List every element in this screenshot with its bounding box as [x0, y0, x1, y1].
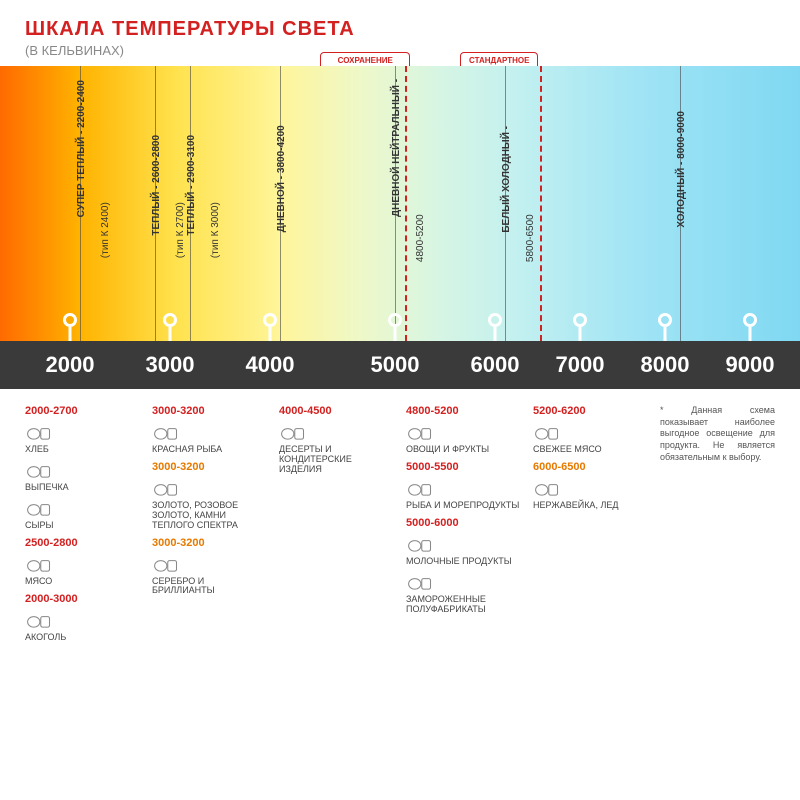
axis-value: 6000 — [471, 352, 520, 378]
product-label: АКОГОЛЬ — [25, 633, 140, 643]
product-label: ХЛЕБ — [25, 445, 140, 455]
tick-mark — [743, 313, 757, 327]
temp-range: 5200-6200 — [533, 405, 648, 417]
tick-mark — [163, 313, 177, 327]
temp-range: 4000-4500 — [279, 405, 394, 417]
product-column: 4800-5200 ОВОЩИ И ФРУКТЫ 5000-5500 РЫБА И М… — [406, 405, 521, 642]
dashed-marker — [405, 66, 407, 341]
tick-mark — [488, 313, 502, 327]
product-item: СВЕЖЕЕ МЯСО — [533, 423, 648, 455]
spectrum-label: СУПЕР ТЕПЛЫЙ - 2200-2400 — [76, 80, 87, 217]
product-column: 2000-2700 ХЛЕБ ВЫПЕЧКА СЫРЫ 2500-2800 МЯСО 200… — [25, 405, 140, 642]
product-column: 3000-3200 КРАСНАЯ РЫБА 3000-3200 ЗОЛОТО, РО… — [152, 405, 267, 642]
product-label: КРАСНАЯ РЫБА — [152, 445, 267, 455]
axis-value: 3000 — [146, 352, 195, 378]
axis-value: 5000 — [371, 352, 420, 378]
product-item: РЫБА И МОРЕПРОДУКТЫ — [406, 479, 521, 511]
tick-mark — [658, 313, 672, 327]
products-grid: 2000-2700 ХЛЕБ ВЫПЕЧКА СЫРЫ 2500-2800 МЯСО 200… — [0, 389, 800, 652]
tick-mark — [63, 313, 77, 327]
product-label: ЗОЛОТО, РОЗОВОЕ ЗОЛОТО, КАМНИ ТЕПЛОГО СП… — [152, 501, 267, 531]
spectrum-label: ХОЛОДНЫЙ - 8000-9000 — [676, 111, 687, 228]
product-label: ВЫПЕЧКА — [25, 483, 140, 493]
temp-range: 3000-3200 — [152, 405, 267, 417]
spectrum: СУПЕР ТЕПЛЫЙ - 2200-2400 (тип К 2400) ТЕПЛ… — [0, 66, 800, 341]
axis-value: 9000 — [726, 352, 775, 378]
temp-range: 2000-3000 — [25, 593, 140, 605]
product-column: 5200-6200 СВЕЖЕЕ МЯСО 6000-6500 НЕРЖАВЕЙКА,… — [533, 405, 648, 642]
temp-range: 2500-2800 — [25, 537, 140, 549]
product-item: СЫРЫ — [25, 499, 140, 531]
tick-stem — [169, 327, 172, 341]
tick-stem — [494, 327, 497, 341]
tick-mark — [263, 313, 277, 327]
spectrum-label-sub: 4800-5200 — [415, 214, 426, 262]
temp-range: 3000-3200 — [152, 461, 267, 473]
product-label: СЕРЕБРО И БРИЛЛИАНТЫ — [152, 577, 267, 597]
axis-bar: 2000 3000 4000 5000 6000 7000 8000 9000 — [0, 341, 800, 389]
axis-value: 4000 — [246, 352, 295, 378]
product-label: НЕРЖАВЕЙКА, ЛЕД — [533, 501, 648, 511]
footnote: * Данная схема показывает наиболее выгод… — [660, 405, 775, 463]
product-label: МОЛОЧНЫЕ ПРОДУКТЫ — [406, 557, 521, 567]
axis-value: 7000 — [556, 352, 605, 378]
product-item: НЕРЖАВЕЙКА, ЛЕД — [533, 479, 648, 511]
product-item: ВЫПЕЧКА — [25, 461, 140, 493]
spectrum-label-sub: (тип К 3000) — [210, 202, 221, 258]
product-label: РЫБА И МОРЕПРОДУКТЫ — [406, 501, 521, 511]
product-label: СВЕЖЕЕ МЯСО — [533, 445, 648, 455]
note-column: * Данная схема показывает наиболее выгод… — [660, 405, 775, 642]
product-label: ДЕСЕРТЫ И КОНДИТЕРСКИЕ ИЗДЕЛИЯ — [279, 445, 394, 475]
spectrum-label: ДНЕВНОЙ НЕЙТРАЛЬНЫЙ - — [391, 79, 402, 217]
tick-stem — [664, 327, 667, 341]
product-item: МОЛОЧНЫЕ ПРОДУКТЫ — [406, 535, 521, 567]
tick-mark — [573, 313, 587, 327]
product-item: ДЕСЕРТЫ И КОНДИТЕРСКИЕ ИЗДЕЛИЯ — [279, 423, 394, 475]
page-title: ШКАЛА ТЕМПЕРАТУРЫ СВЕТА — [25, 18, 775, 41]
product-column: 4000-4500 ДЕСЕРТЫ И КОНДИТЕРСКИЕ ИЗДЕЛИЯ — [279, 405, 394, 642]
temp-range: 6000-6500 — [533, 461, 648, 473]
product-label: МЯСО — [25, 577, 140, 587]
product-item: АКОГОЛЬ — [25, 611, 140, 643]
tick-mark — [388, 313, 402, 327]
product-item: СЕРЕБРО И БРИЛЛИАНТЫ — [152, 555, 267, 597]
product-label: ОВОЩИ И ФРУКТЫ — [406, 445, 521, 455]
tick-stem — [394, 327, 397, 341]
spectrum-label-sub: (тип К 2400) — [100, 202, 111, 258]
product-item: КРАСНАЯ РЫБА — [152, 423, 267, 455]
tick-stem — [69, 327, 72, 341]
axis-value: 8000 — [641, 352, 690, 378]
product-item: ХЛЕБ — [25, 423, 140, 455]
tick-stem — [749, 327, 752, 341]
spectrum-label-sub: (тип К 2700) — [175, 202, 186, 258]
product-item: МЯСО — [25, 555, 140, 587]
dashed-marker — [540, 66, 542, 341]
tick-stem — [579, 327, 582, 341]
temp-range: 2000-2700 — [25, 405, 140, 417]
spectrum-label: БЕЛЫЙ ХОЛОДНЫЙ - — [501, 126, 512, 233]
spectrum-label-sub: 5800-6500 — [525, 214, 536, 262]
axis-value: 2000 — [46, 352, 95, 378]
tick-stem — [269, 327, 272, 341]
temp-range: 3000-3200 — [152, 537, 267, 549]
temp-range: 5000-5500 — [406, 461, 521, 473]
product-label: ЗАМОРОЖЕННЫЕ ПОЛУФАБРИКАТЫ — [406, 595, 521, 615]
spectrum-label: ТЕПЛЫЙ - 2900-3100 — [186, 135, 197, 236]
product-label: СЫРЫ — [25, 521, 140, 531]
spectrum-label: ДНЕВНОЙ - 3800-4200 — [276, 125, 287, 232]
product-item: ОВОЩИ И ФРУКТЫ — [406, 423, 521, 455]
product-item: ЗОЛОТО, РОЗОВОЕ ЗОЛОТО, КАМНИ ТЕПЛОГО СП… — [152, 479, 267, 531]
temp-range: 5000-6000 — [406, 517, 521, 529]
temp-range: 4800-5200 — [406, 405, 521, 417]
spectrum-label: ТЕПЛЫЙ - 2600-2800 — [151, 135, 162, 236]
product-item: ЗАМОРОЖЕННЫЕ ПОЛУФАБРИКАТЫ — [406, 573, 521, 615]
